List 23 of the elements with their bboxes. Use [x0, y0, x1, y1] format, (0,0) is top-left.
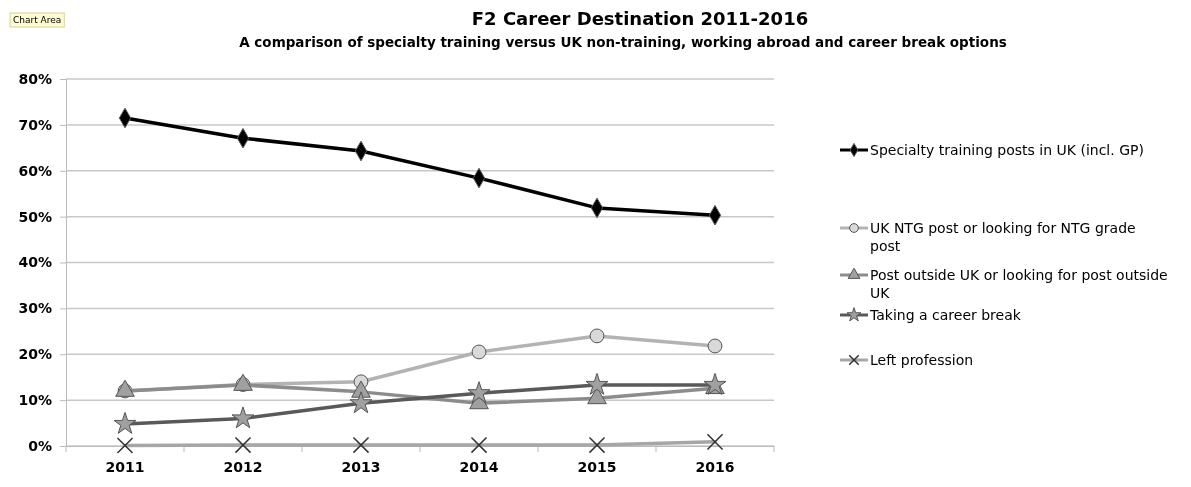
legend-label: Specialty training posts in UK (incl. GP)	[870, 142, 1144, 158]
x-tick-label: 2011	[105, 458, 145, 475]
y-tick-label: 50%	[18, 208, 52, 225]
x-tick-label: 2016	[695, 458, 735, 475]
legend-label: UK NTG post or looking for NTG grade post	[870, 220, 1136, 254]
legend-label: Taking a career break	[869, 307, 1022, 323]
x-tick-label: 2012	[223, 458, 263, 475]
legend-label: Left profession	[870, 352, 974, 368]
chart-subtitle: A comparison of specialty training versus UK non-training, working abroad and career break options	[239, 34, 1007, 50]
y-tick-label: 60%	[18, 162, 52, 179]
y-tick-label: 30%	[18, 300, 52, 317]
y-tick-label: 20%	[18, 346, 52, 363]
y-tick-label: 80%	[18, 70, 52, 87]
y-tick-label: 70%	[18, 116, 52, 133]
chart-title: F2 Career Destination 2011-2016	[471, 8, 809, 29]
y-tick-label: 40%	[18, 254, 52, 271]
x-tick-label: 2014	[459, 458, 499, 475]
x-tick-label: 2015	[577, 458, 617, 475]
legend-label: Post outside UK or looking for post outside UK	[870, 267, 1168, 301]
y-tick-label: 0%	[28, 437, 52, 454]
x-tick-label: 2013	[341, 458, 381, 475]
y-tick-label: 10%	[18, 392, 52, 409]
text: Chart Area	[13, 15, 62, 25]
